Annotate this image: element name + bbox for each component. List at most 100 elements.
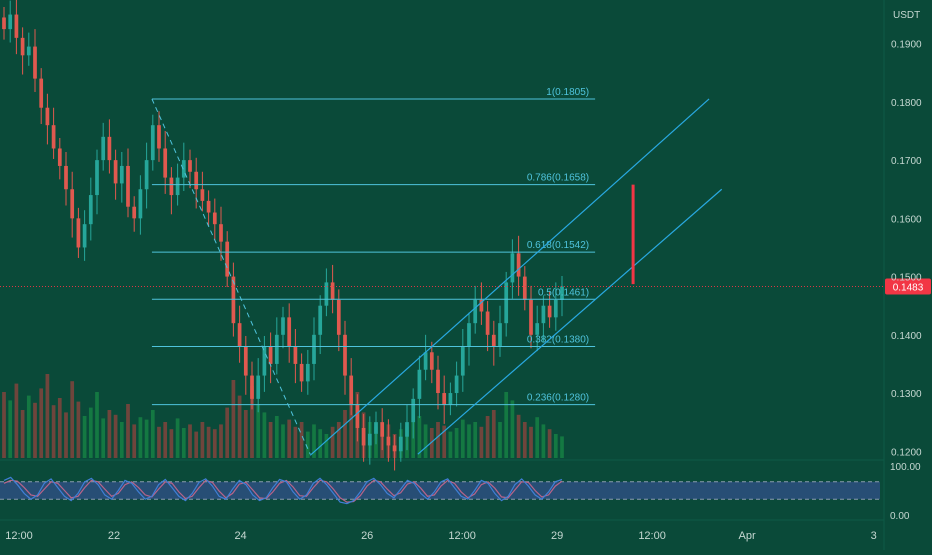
candle-body [448,393,453,405]
price-tick-label: 0.1900 [891,40,922,51]
volume-bar [200,422,205,458]
volume-bar [181,428,186,458]
current-price-line: 0.1483 [0,278,931,295]
fib-level-label: 0.236(0.1280) [527,393,589,404]
candle-body [485,311,490,335]
volume-bar [70,381,75,458]
volume-bar [318,429,323,458]
volume-bar [64,412,68,458]
candle-body [312,334,316,364]
candle-body [2,17,6,30]
channel-lower-line [417,188,723,455]
volume-bar [95,392,99,458]
volume-bar [243,410,248,458]
candle-body [64,165,68,190]
candle-body [522,276,527,300]
candle-body [150,125,155,161]
candle-body [541,305,546,324]
time-axis: 12:00 22 24 26 12:00 29 12:00 Apr 3 [5,530,877,542]
oscillator-band [0,481,880,500]
fib-level-label: 0.618(0.1542) [527,240,589,251]
volume-bar [467,424,471,458]
candle-body [101,136,106,161]
volume-bar [510,400,515,458]
candle-body [274,334,279,364]
candle-body [206,200,211,213]
candle-body [349,375,354,405]
volume-bar [268,422,273,458]
price-tick-label: 0.1200 [891,447,922,458]
fibonacci-retracement[interactable]: 1(0.1805) 0.786(0.1658) 0.618(0.1542) 0.5(0… [151,87,596,455]
volume-bar [33,402,37,458]
candle-body [250,375,254,399]
volume-bar [460,419,465,458]
volume-bar [212,429,217,458]
candle-body [26,46,31,56]
candle-body [287,317,292,347]
volume-bar [349,400,354,458]
candle-body [423,352,428,370]
candle-body [281,317,285,335]
trend-channel[interactable] [309,98,723,456]
volume-bar [107,410,112,458]
volume-bar [535,417,540,458]
volume-bar [411,422,416,458]
volume-bar [522,422,527,458]
candle-body [293,346,298,364]
candle-body [33,46,37,79]
volume-bar [553,434,558,458]
price-tick-label: 0.1500 [891,273,922,284]
candle-body [219,224,223,242]
candle-body [175,177,180,196]
volume-bar [250,386,254,458]
volume-bar [188,424,192,458]
time-tick-label: Apr [738,530,755,542]
candle-body [8,14,13,30]
volume-bar [504,392,509,458]
volume-bar [101,418,106,458]
volume-bar [163,422,168,458]
volume-bar [305,431,310,458]
current-price-label: 0.1483 [893,282,924,293]
candle-body [529,299,533,335]
time-tick-label: 12:00 [5,530,33,542]
price-tick-label: 0.1700 [891,156,922,167]
volume-bar [231,380,236,458]
candle-body [237,323,242,347]
stoch-k-line [3,476,563,505]
volume-bar [299,422,304,458]
volume-bar [237,395,242,458]
volume-bar [88,407,93,458]
candle-body [188,160,192,172]
candle-body [95,160,99,196]
volume-bar [312,424,316,458]
candle-body [70,189,75,219]
volume-bar [516,414,521,458]
volume-bar [429,428,434,458]
volume-bar [423,424,428,458]
volume-bar [560,436,564,458]
time-tick-label: 26 [361,530,373,542]
candle-body [361,427,366,446]
candle-body [411,398,416,423]
candle-body [318,305,323,335]
candle-body [231,276,236,324]
volume-bar [454,428,459,458]
candle-body [405,422,409,437]
volume-bar [138,417,143,458]
candle-body [119,165,124,184]
candle-body [386,436,391,446]
candle-body [132,206,137,219]
candle-body [547,305,552,318]
volume-bar [150,410,155,458]
candle-body [243,346,248,376]
candle-body [76,218,81,248]
time-tick-label: 29 [551,530,563,542]
price-tick-label: 0.1800 [891,98,922,109]
volume-bar [287,419,292,458]
candle-body [442,393,447,405]
volume-bar [219,424,223,458]
candle-body [467,323,471,347]
